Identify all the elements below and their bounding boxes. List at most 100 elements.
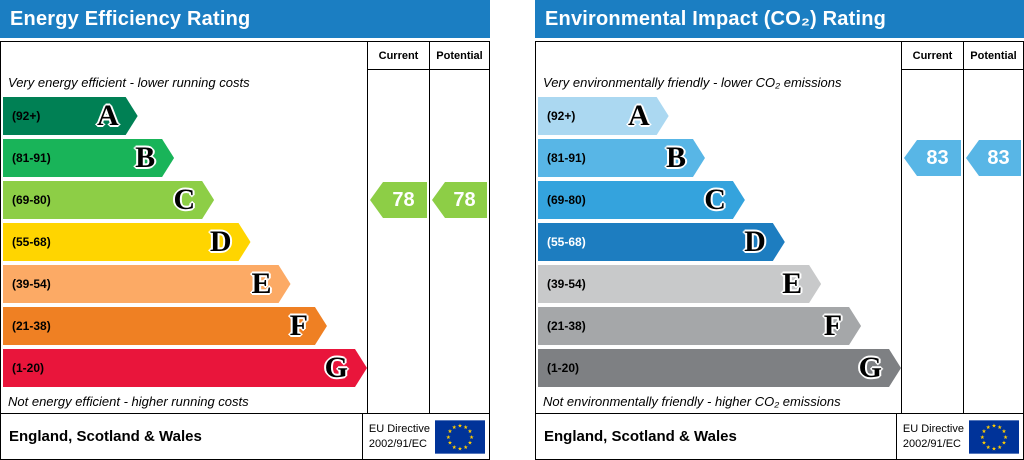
- band-e: (39-54) E: [3, 265, 291, 303]
- band-row: (55-68) D: [3, 221, 367, 263]
- svg-text:★: ★: [997, 423, 1002, 430]
- band-d: (55-68) D: [3, 223, 251, 261]
- energy-efficiency-panel: Energy Efficiency Rating Very energy eff…: [0, 0, 490, 460]
- svg-text:★: ★: [452, 443, 457, 450]
- svg-text:★: ★: [468, 439, 473, 446]
- svg-text:★: ★: [446, 433, 451, 440]
- energy-panel-title: Energy Efficiency Rating: [10, 7, 251, 30]
- svg-text:★: ★: [469, 433, 474, 440]
- band-row: (92+) A: [538, 95, 901, 137]
- eu-directive-line1: EU Directive: [902, 423, 964, 436]
- co2-top-caption: Very environmentally friendly - lower CO…: [543, 75, 842, 90]
- energy-rating-table: Very energy efficient - lower running co…: [0, 41, 490, 460]
- co2-panel-header: Environmental Impact (CO₂) Rating: [535, 0, 1024, 38]
- potential-column-header: Potential: [430, 42, 489, 70]
- svg-text:★: ★: [982, 439, 987, 446]
- band-row: (39-54) E: [3, 263, 367, 305]
- band-letter: F: [289, 309, 308, 342]
- band-letter: A: [628, 99, 650, 132]
- co2-rating-table: Very environmentally friendly - lower CO…: [535, 41, 1024, 460]
- eu-directive-text: EU Directive 2002/91/EC: [903, 422, 964, 451]
- band-row: (69-80) C: [3, 179, 367, 221]
- band-range-label: (55-68): [12, 235, 51, 249]
- eu-flag-icon: ★ ★ ★★ ★★ ★★ ★★ ★★: [969, 419, 1019, 454]
- footer-region-label: England, Scotland & Wales: [9, 428, 202, 445]
- svg-text:★: ★: [1002, 428, 1007, 435]
- band-letter: D: [209, 225, 232, 258]
- column-header-spacer: [538, 42, 901, 70]
- band-g: (1-20) G: [538, 349, 901, 387]
- svg-text:★: ★: [986, 423, 991, 430]
- svg-text:★: ★: [992, 445, 997, 452]
- band-range-label: (21-38): [547, 319, 586, 333]
- band-a: (92+) A: [538, 97, 669, 135]
- band-row: (81-91) B: [538, 137, 901, 179]
- band-letter: C: [173, 183, 196, 216]
- potential-column-header: Potential: [964, 42, 1023, 70]
- svg-text:★: ★: [997, 443, 1002, 450]
- eu-directive-line1: EU Directive: [368, 423, 430, 436]
- svg-text:★: ★: [448, 428, 453, 435]
- eu-directive-line2: 2002/91/EC: [368, 437, 427, 450]
- band-row: (92+) A: [3, 95, 367, 137]
- svg-text:★: ★: [1003, 433, 1008, 440]
- band-row: (1-20) G: [3, 347, 367, 389]
- band-b: (81-91) B: [3, 139, 174, 177]
- svg-text:★: ★: [468, 428, 473, 435]
- band-row: (55-68) D: [538, 221, 901, 263]
- band-row: (39-54) E: [538, 263, 901, 305]
- band-letter: A: [97, 99, 119, 132]
- band-range-label: (39-54): [12, 277, 51, 291]
- band-e: (39-54) E: [538, 265, 821, 303]
- energy-top-caption: Very energy efficient - lower running co…: [8, 75, 250, 90]
- band-row: (21-38) F: [3, 305, 367, 347]
- co2-bottom-caption: Not environmentally friendly - higher CO…: [543, 393, 841, 409]
- band-c: (69-80) C: [3, 181, 214, 219]
- band-letter: F: [823, 309, 843, 342]
- band-row: (69-80) C: [538, 179, 901, 221]
- energy-current-rating-indicator: 78: [370, 182, 427, 218]
- co2-potential-column: Potential 83: [963, 42, 1023, 413]
- band-a: (92+) A: [3, 97, 138, 135]
- svg-text:★: ★: [980, 433, 985, 440]
- band-b: (81-91) B: [538, 139, 705, 177]
- eu-directive-cell: EU Directive 2002/91/EC ★ ★ ★ ★ ★ ★ ★ ★ ★ ★ ★…: [895, 414, 1023, 459]
- current-column-header: Current: [902, 42, 963, 70]
- svg-text:★: ★: [992, 422, 997, 429]
- co2-current-column: Current 83: [901, 42, 963, 413]
- column-header-spacer: [3, 42, 367, 70]
- current-column-header: Current: [368, 42, 429, 70]
- band-range-label: (1-20): [547, 361, 580, 375]
- band-letter: D: [744, 225, 766, 258]
- band-range-label: (81-91): [12, 151, 51, 165]
- energy-potential-column: Potential 78: [429, 42, 489, 413]
- energy-current-column: Current 78: [367, 42, 429, 413]
- band-c: (69-80) C: [538, 181, 745, 219]
- co2-panel-title: Environmental Impact (CO₂) Rating: [545, 7, 887, 30]
- band-letter: E: [782, 267, 803, 300]
- band-range-label: (92+): [547, 109, 576, 123]
- band-range-label: (39-54): [547, 277, 586, 291]
- band-g: (1-20) G: [3, 349, 367, 387]
- band-range-label: (69-80): [12, 193, 51, 207]
- band-row: (81-91) B: [3, 137, 367, 179]
- svg-text:★: ★: [458, 422, 463, 429]
- footer-region-label: England, Scotland & Wales: [544, 428, 737, 445]
- svg-text:★: ★: [982, 428, 987, 435]
- band-range-label: (81-91): [547, 151, 586, 165]
- band-letter: C: [704, 183, 726, 216]
- energy-band-area: Very energy efficient - lower running co…: [1, 42, 367, 413]
- band-range-label: (1-20): [12, 361, 45, 375]
- energy-potential-rating-indicator: 78: [432, 182, 487, 218]
- band-letter: E: [251, 267, 272, 300]
- svg-text:★: ★: [448, 439, 453, 446]
- band-range-label: (55-68): [547, 235, 586, 249]
- environmental-impact-panel: Environmental Impact (CO₂) Rating Very e…: [535, 0, 1024, 460]
- band-letter: G: [324, 351, 348, 384]
- co2-table-footer: England, Scotland & Wales EU Directive 2…: [536, 413, 1023, 459]
- band-range-label: (92+): [12, 109, 41, 123]
- svg-text:★: ★: [463, 423, 468, 430]
- eu-directive-cell: EU Directive 2002/91/EC ★ ★ ★ ★ ★ ★ ★ ★ ★ ★ ★…: [361, 414, 489, 459]
- band-letter: B: [135, 141, 156, 174]
